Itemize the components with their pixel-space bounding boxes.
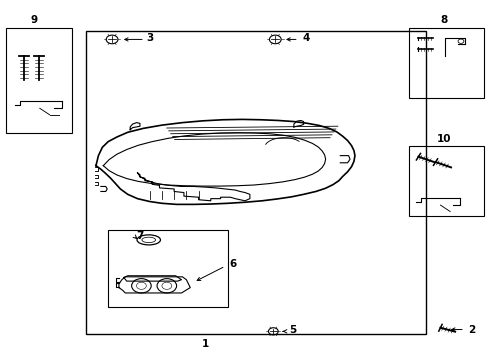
Text: 3: 3 [146, 33, 153, 43]
Text: 5: 5 [289, 325, 296, 334]
Bar [409, 146, 485, 216]
Text: 9: 9 [30, 15, 37, 26]
Bar [409, 28, 485, 98]
Bar [86, 31, 426, 334]
Text: 7: 7 [136, 231, 144, 240]
Text: 8: 8 [440, 15, 447, 26]
Bar [108, 230, 228, 307]
Text: 2: 2 [468, 325, 476, 334]
Text: 6: 6 [229, 259, 236, 269]
Text: 10: 10 [437, 135, 451, 144]
Text: 1: 1 [202, 339, 210, 349]
Text: 4: 4 [302, 33, 310, 43]
Bar [5, 28, 72, 134]
